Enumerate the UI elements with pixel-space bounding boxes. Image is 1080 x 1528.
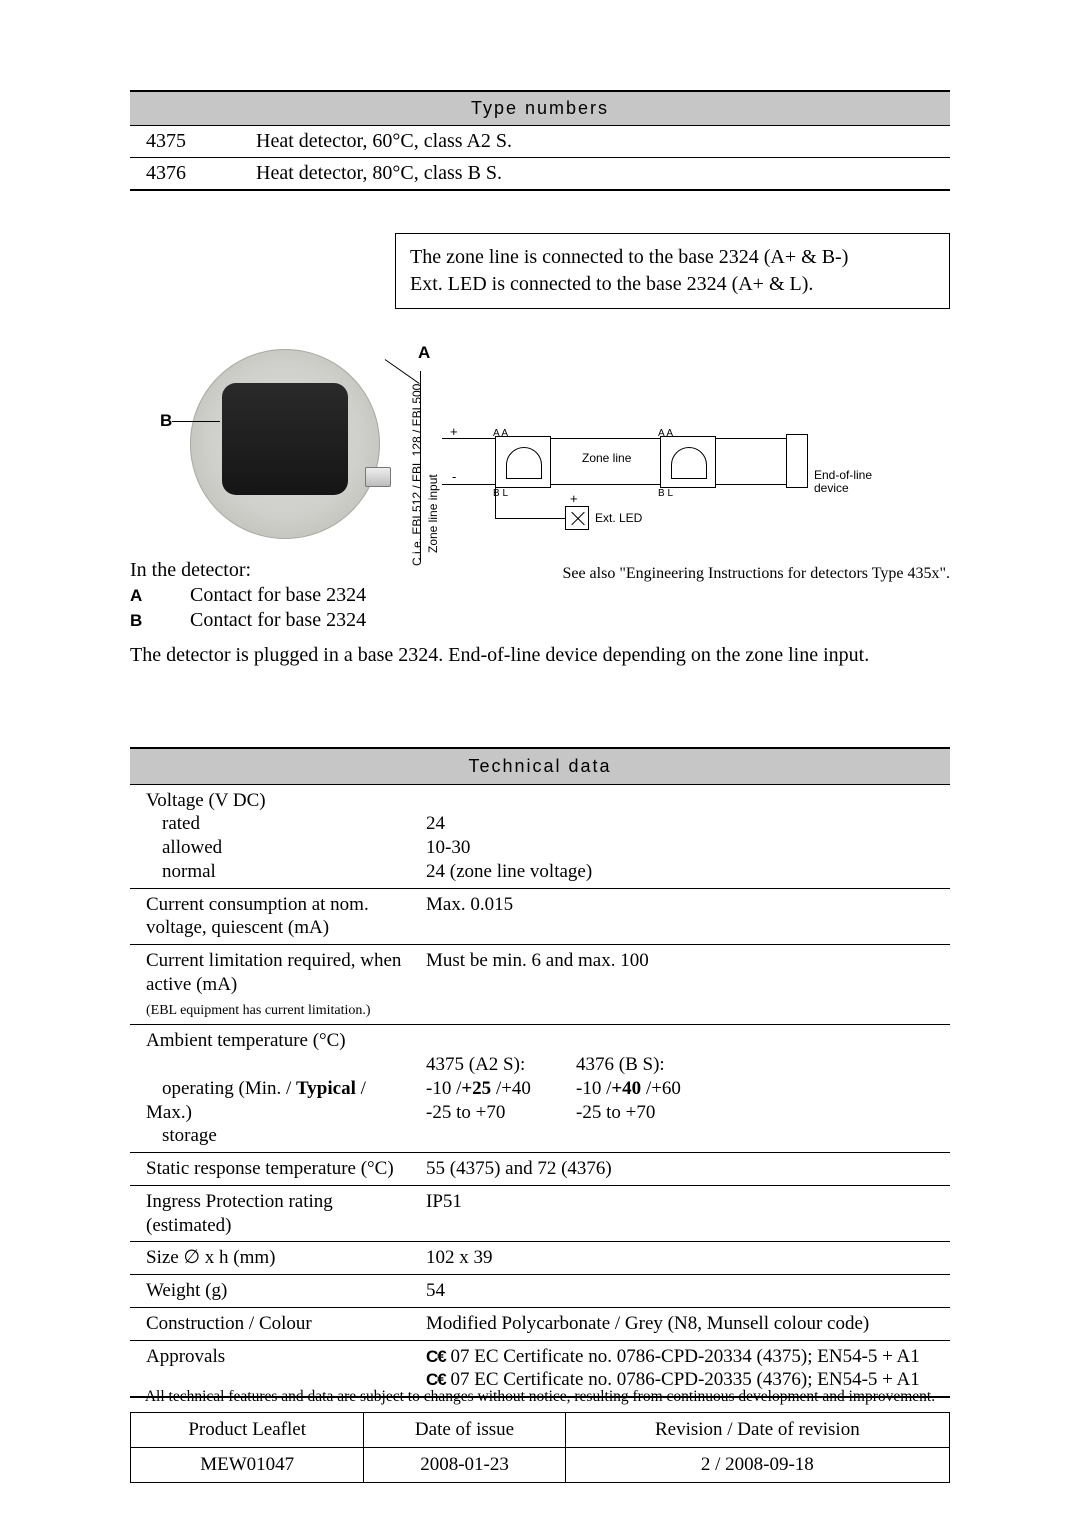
wiring-schematic: C.i.e. EBL512 / EBL 128 / EBL500 Zone li… [420,371,960,571]
vtext2: Zone line input [426,474,440,553]
connbox-line2: Ext. LED is connected to the base 2324 (… [410,271,935,298]
page-footer: All technical features and data are subj… [130,1388,950,1483]
type-numbers-table: Type numbers 4375 Heat detector, 60°C, c… [130,90,950,191]
type-desc: Heat detector, 60°C, class A2 S. [240,126,950,158]
table-row: Ingress Protection rating (estimated)IP5… [130,1185,950,1242]
eol-device [786,434,808,488]
table-row: Weight (g)54 [130,1275,950,1308]
footer-h1: Product Leaflet [131,1413,364,1448]
footer-h2: Date of issue [364,1413,565,1448]
detector-symbol: A A B L [660,436,716,488]
footer-table: Product Leaflet Date of issue Revision /… [130,1412,950,1483]
connection-box: The zone line is connected to the base 2… [395,233,950,309]
label-b: B [160,411,172,431]
table-row: Size ∅ x h (mm)102 x 39 [130,1242,950,1275]
footer-v2: 2008-01-23 [364,1448,565,1483]
notes-row: In the detector: AContact for base 2324 … [130,559,950,632]
zone-line-label: Zone line [580,451,633,465]
table-row: Current consumption at nom. voltage, qui… [130,888,950,945]
contact-a: AContact for base 2324 [130,584,950,607]
ext-led-symbol [565,506,589,530]
footer-h3: Revision / Date of revision [565,1413,949,1448]
sign-minus: - [452,469,456,484]
detector-symbol: A A B L [495,436,551,488]
tech-header: Technical data [130,748,950,784]
table-row: 4376 Heat detector, 80°C, class B S. [130,158,950,191]
see-also: See also "Engineering Instructions for d… [562,565,950,583]
type-desc: Heat detector, 80°C, class B S. [240,158,950,191]
table-row: Static response temperature (°C)55 (4375… [130,1153,950,1186]
table-row: Current limitation required, when active… [130,945,950,1025]
table-row: 4375 Heat detector, 60°C, class A2 S. [130,126,950,158]
ext-led-label: Ext. LED [595,511,642,525]
disclaimer: All technical features and data are subj… [130,1388,950,1406]
connbox-line1: The zone line is connected to the base 2… [410,244,935,271]
eol-label: End-of-linedevice [814,469,872,495]
footer-v3: 2 / 2008-09-18 [565,1448,949,1483]
detector-photo: B A [160,349,410,549]
label-a: A [418,343,430,363]
table-row: Construction / ColourModified Polycarbon… [130,1307,950,1340]
sign-plus: + [450,424,458,439]
type-number: 4375 [130,126,240,158]
table-row: Ambient temperature (°C) operating (Min.… [130,1025,950,1153]
ce-mark-icon: C€ [426,1347,446,1366]
type-numbers-header: Type numbers [130,91,950,126]
vtext1: C.i.e. EBL512 / EBL 128 / EBL500 [410,384,424,566]
footer-v1: MEW01047 [131,1448,364,1483]
type-number: 4376 [130,158,240,191]
technical-data-table: Technical data Voltage (V DC) rated allo… [130,747,950,1398]
ce-mark-icon: C€ [426,1370,446,1389]
table-row: Voltage (V DC) rated allowed normal 2410… [130,784,950,888]
contact-b: BContact for base 2324 [130,609,950,632]
